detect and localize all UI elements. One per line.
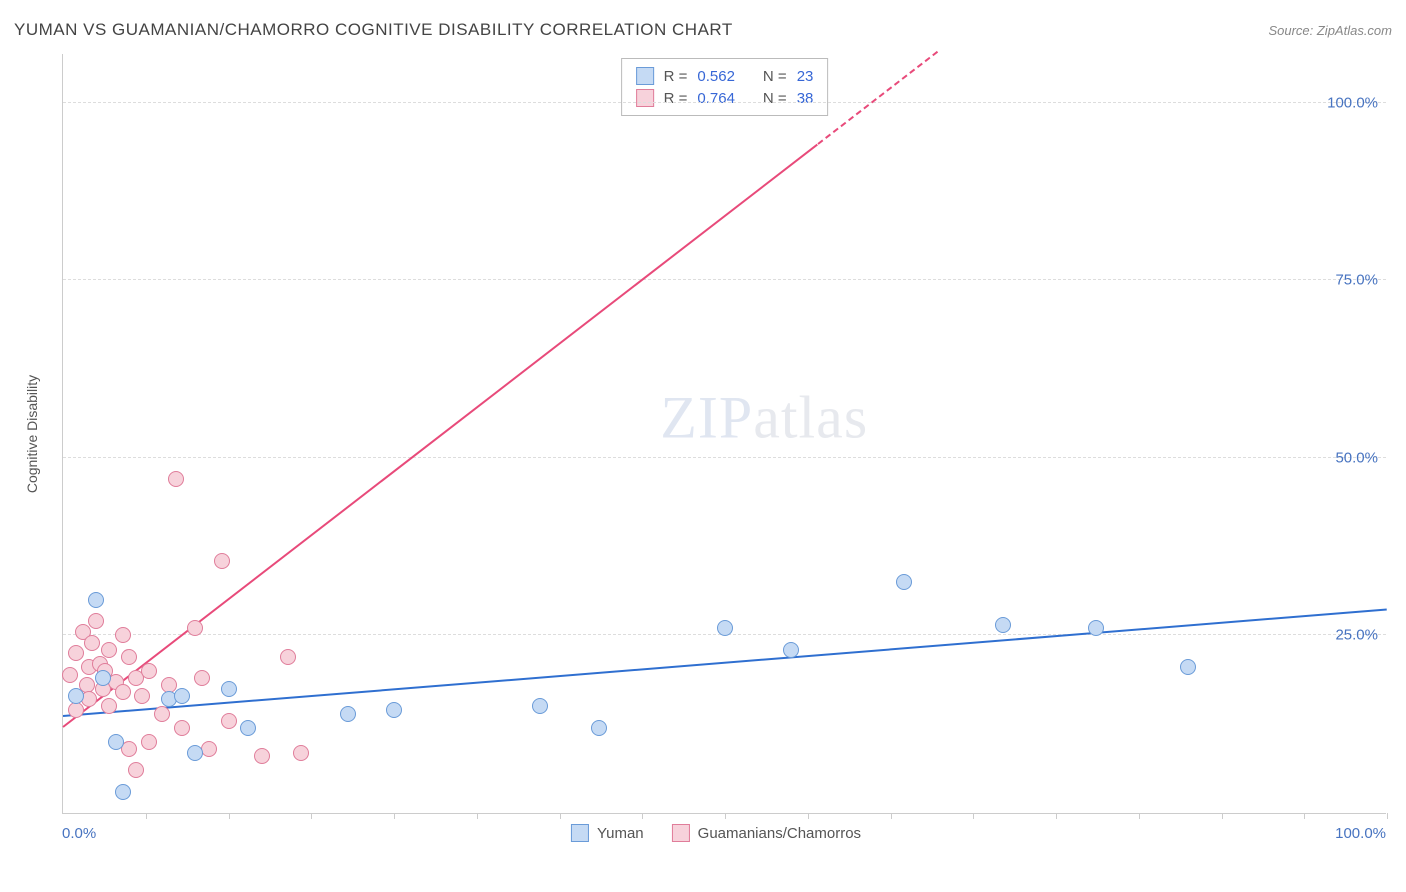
x-tick [725,813,726,819]
trend-line [817,51,937,145]
data-point-guam [68,702,84,718]
x-tick [560,813,561,819]
legend-label-yuman: Yuman [597,825,644,842]
legend-item-guam: Guamanians/Chamorros [672,824,861,842]
stats-row-yuman: R = 0.562 N = 23 [636,65,814,87]
y-tick-label: 100.0% [1327,94,1378,111]
gridline [63,457,1386,458]
x-tick [311,813,312,819]
y-axis-label: Cognitive Disability [24,375,40,493]
gridline [63,279,1386,280]
x-axis-min-label: 0.0% [62,825,96,842]
plot-region: ZIPatlas R = 0.562 N = 23 R = 0.764 N = … [62,54,1386,814]
data-point-guam [168,471,184,487]
data-point-guam [128,762,144,778]
data-point-guam [115,627,131,643]
data-point-guam [280,649,296,665]
data-point-yuman [68,688,84,704]
data-point-yuman [174,688,190,704]
data-point-guam [88,613,104,629]
data-point-yuman [340,706,356,722]
data-point-yuman [88,592,104,608]
data-point-guam [154,706,170,722]
stats-legend: R = 0.562 N = 23 R = 0.764 N = 38 [621,58,829,116]
data-point-yuman [187,745,203,761]
gridline [63,102,1386,103]
data-point-yuman [995,617,1011,633]
data-point-yuman [591,720,607,736]
data-point-guam [134,688,150,704]
data-point-guam [115,684,131,700]
series-legend: Yuman Guamanians/Chamorros [571,824,861,842]
data-point-yuman [717,620,733,636]
data-point-yuman [1180,659,1196,675]
legend-swatch-yuman [571,824,589,842]
x-tick [973,813,974,819]
x-tick [1056,813,1057,819]
data-point-guam [121,649,137,665]
data-point-guam [194,670,210,686]
x-tick [1304,813,1305,819]
data-point-guam [214,553,230,569]
data-point-guam [101,642,117,658]
x-tick [808,813,809,819]
y-tick-label: 50.0% [1335,449,1378,466]
x-tick [642,813,643,819]
x-tick [477,813,478,819]
data-point-yuman [95,670,111,686]
data-point-yuman [532,698,548,714]
x-tick [1222,813,1223,819]
swatch-yuman [636,67,654,85]
data-point-yuman [386,702,402,718]
x-tick [394,813,395,819]
data-point-yuman [783,642,799,658]
data-point-yuman [240,720,256,736]
data-point-guam [141,734,157,750]
x-tick [1139,813,1140,819]
data-point-yuman [221,681,237,697]
legend-item-yuman: Yuman [571,824,644,842]
x-tick [891,813,892,819]
data-point-guam [68,645,84,661]
data-point-guam [62,667,78,683]
data-point-guam [174,720,190,736]
data-point-yuman [896,574,912,590]
legend-swatch-guam [672,824,690,842]
watermark: ZIPatlas [660,384,868,453]
data-point-guam [221,713,237,729]
stats-row-guam: R = 0.764 N = 38 [636,87,814,109]
x-tick [146,813,147,819]
chart-source: Source: ZipAtlas.com [1268,23,1392,38]
data-point-guam [101,698,117,714]
data-point-guam [84,635,100,651]
data-point-yuman [108,734,124,750]
chart-title: YUMAN VS GUAMANIAN/CHAMORRO COGNITIVE DI… [14,20,733,40]
data-point-guam [254,748,270,764]
data-point-guam [141,663,157,679]
trend-line [62,143,818,727]
data-point-guam [293,745,309,761]
y-tick-label: 75.0% [1335,272,1378,289]
data-point-yuman [1088,620,1104,636]
data-point-guam [187,620,203,636]
chart-area: Cognitive Disability ZIPatlas R = 0.562 … [46,54,1386,814]
x-tick [1387,813,1388,819]
legend-label-guam: Guamanians/Chamorros [698,825,861,842]
swatch-guam [636,89,654,107]
data-point-yuman [115,784,131,800]
y-tick-label: 25.0% [1335,627,1378,644]
chart-header: YUMAN VS GUAMANIAN/CHAMORRO COGNITIVE DI… [14,20,1392,40]
x-axis-max-label: 100.0% [1335,825,1386,842]
x-tick [229,813,230,819]
